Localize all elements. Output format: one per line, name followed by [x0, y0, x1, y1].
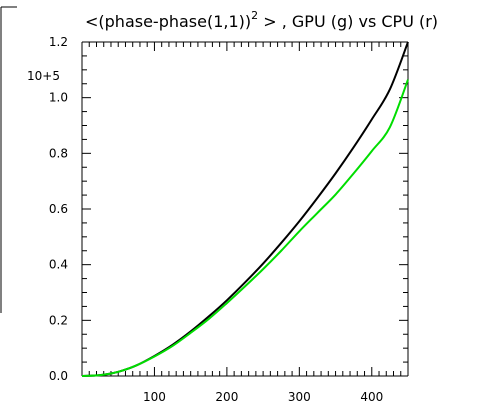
y-tick-label: 0.8 — [49, 146, 68, 160]
chart-title: <(phase-phase(1,1))2 > , GPU (g) vs CPU … — [85, 9, 438, 31]
x-tick-label: 200 — [215, 390, 238, 404]
y-multiplier-label: 10+5 — [27, 69, 60, 83]
x-tick-label: 100 — [143, 390, 166, 404]
chart-title-superscript: 2 — [251, 9, 258, 22]
x-tick-label: 400 — [360, 390, 383, 404]
y-tick-label: 0.2 — [49, 313, 68, 327]
axis-tick-labels: 100 200 300 400 0.0 0.2 0.4 0.6 0.8 1.0 1.2 — [49, 35, 383, 404]
y-tick-label: 0.4 — [49, 258, 68, 272]
axis-ticks — [82, 41, 409, 376]
y-tick-label: 1.0 — [49, 91, 68, 105]
series-line-black — [81, 41, 409, 377]
chart-title-rest: > , GPU (g) vs CPU (r) — [258, 12, 438, 31]
series-lines — [81, 41, 409, 377]
series-line-green — [81, 79, 409, 377]
x-tick-label: 300 — [288, 390, 311, 404]
y-tick-label: 0.0 — [49, 369, 68, 383]
y-tick-label: 0.6 — [49, 202, 68, 216]
chart-title-main: <(phase-phase(1,1)) — [85, 12, 251, 31]
axes-frame — [81, 41, 409, 377]
y-tick-label: 1.2 — [49, 35, 68, 49]
